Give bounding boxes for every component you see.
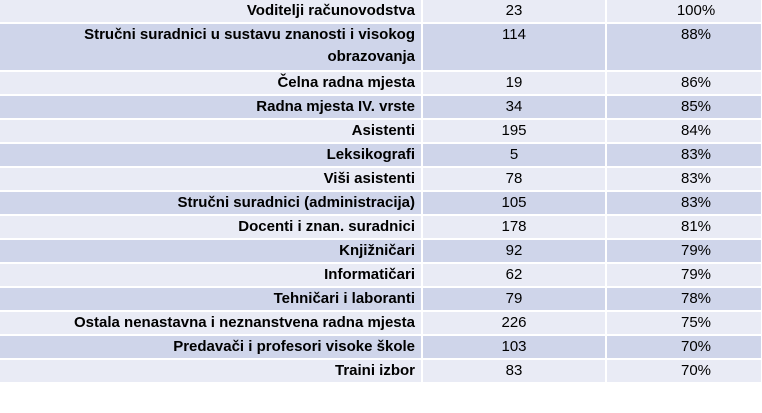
row-percentage: 70% [606, 359, 762, 384]
table-row: Ostala nenastavna i neznanstvena radna m… [0, 311, 762, 336]
table-row: Stručni suradnici u sustavu znanosti i v… [0, 23, 762, 72]
table-row: Leksikografi 5 83% [0, 143, 762, 168]
table-row: Traini izbor 83 70% [0, 359, 762, 384]
row-label: Informatičari [0, 263, 423, 288]
row-percentage: 79% [606, 239, 762, 264]
row-count: 23 [422, 0, 607, 24]
row-label: Voditelji računovodstva [0, 0, 423, 24]
row-percentage: 83% [606, 143, 762, 168]
table-row: Radna mjesta IV. vrste 34 85% [0, 95, 762, 120]
table-row: Tehničari i laboranti 79 78% [0, 287, 762, 312]
table-row: Stručni suradnici (administracija) 105 8… [0, 191, 762, 216]
table-row: Viši asistenti 78 83% [0, 167, 762, 192]
row-count: 105 [422, 191, 607, 216]
row-count: 78 [422, 167, 607, 192]
row-percentage: 85% [606, 95, 762, 120]
results-table: Voditelji računovodstva 23 100% Stručni … [0, 0, 762, 384]
row-percentage: 70% [606, 335, 762, 360]
row-label: Ostala nenastavna i neznanstvena radna m… [0, 311, 423, 336]
row-label: Leksikografi [0, 143, 423, 168]
row-label: Stručni suradnici (administracija) [0, 191, 423, 216]
row-count: 103 [422, 335, 607, 360]
row-label: Viši asistenti [0, 167, 423, 192]
row-percentage: 83% [606, 191, 762, 216]
table-row: Asistenti 195 84% [0, 119, 762, 144]
row-count: 5 [422, 143, 607, 168]
row-label: Knjižničari [0, 239, 423, 264]
row-percentage: 86% [606, 71, 762, 96]
row-percentage: 100% [606, 0, 762, 24]
row-count: 83 [422, 359, 607, 384]
table-row: Predavači i profesori visoke škole 103 7… [0, 335, 762, 360]
row-percentage: 83% [606, 167, 762, 192]
row-percentage: 88% [606, 23, 762, 72]
row-label: Predavači i profesori visoke škole [0, 335, 423, 360]
row-percentage: 79% [606, 263, 762, 288]
row-count: 114 [422, 23, 607, 72]
row-count: 62 [422, 263, 607, 288]
row-label: Čelna radna mjesta [0, 71, 423, 96]
row-label: Asistenti [0, 119, 423, 144]
row-label: Radna mjesta IV. vrste [0, 95, 423, 120]
row-label: Traini izbor [0, 359, 423, 384]
row-count: 226 [422, 311, 607, 336]
table-row: Informatičari 62 79% [0, 263, 762, 288]
row-percentage: 81% [606, 215, 762, 240]
row-count: 79 [422, 287, 607, 312]
table-row: Voditelji računovodstva 23 100% [0, 0, 762, 24]
row-label: Tehničari i laboranti [0, 287, 423, 312]
row-count: 178 [422, 215, 607, 240]
row-count: 19 [422, 71, 607, 96]
row-count: 92 [422, 239, 607, 264]
row-count: 195 [422, 119, 607, 144]
row-percentage: 78% [606, 287, 762, 312]
row-percentage: 75% [606, 311, 762, 336]
row-percentage: 84% [606, 119, 762, 144]
row-count: 34 [422, 95, 607, 120]
row-label: Docenti i znan. suradnici [0, 215, 423, 240]
row-label: Stručni suradnici u sustavu znanosti i v… [0, 23, 423, 72]
table-body: Voditelji računovodstva 23 100% Stručni … [0, 0, 762, 384]
table-row: Knjižničari 92 79% [0, 239, 762, 264]
table-row: Čelna radna mjesta 19 86% [0, 71, 762, 96]
table-row: Docenti i znan. suradnici 178 81% [0, 215, 762, 240]
